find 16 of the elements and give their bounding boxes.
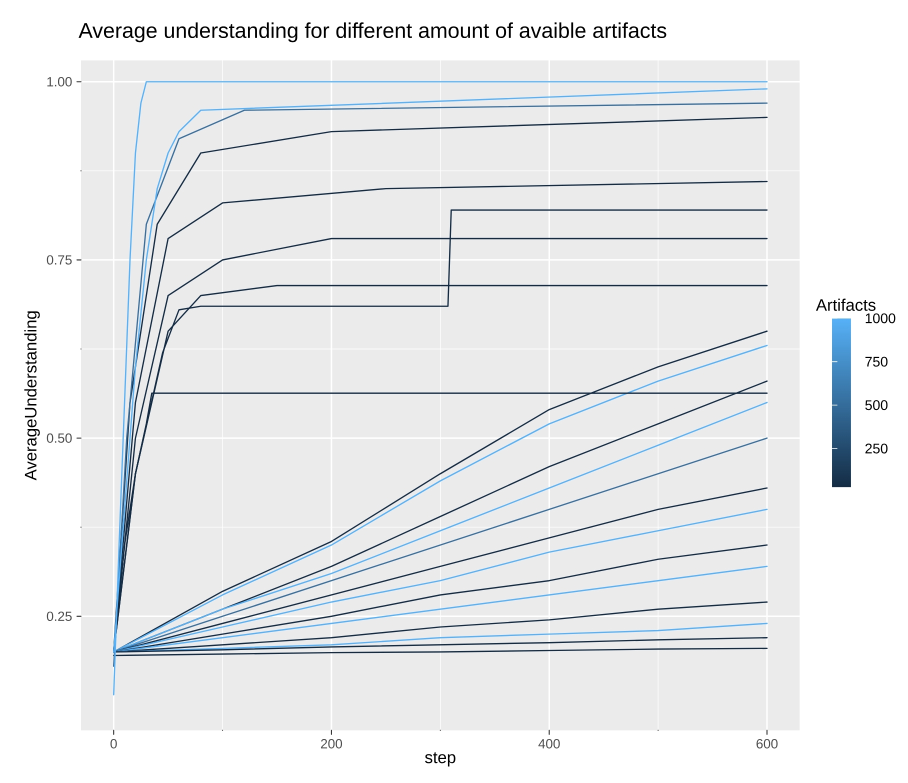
y-tick-label: 0.75 (46, 255, 72, 265)
color-bar-label: 750 (865, 356, 888, 367)
x-tick-label: 600 (756, 739, 778, 748)
color-bar-label: 250 (865, 444, 888, 454)
x-tick-label: 400 (538, 739, 560, 748)
y-tick-label: 0.25 (46, 612, 72, 622)
chart-title: Average understanding for different amount of avaible artifacts (78, 22, 666, 42)
color-bar-label: 1000 (866, 313, 896, 324)
x-tick-label: 200 (320, 739, 342, 748)
x-axis-title: step (425, 752, 456, 767)
y-axis-title: AverageUnderstanding (24, 311, 40, 480)
y-tick-label: 1.00 (47, 77, 72, 86)
color-bar-label: 500 (865, 400, 888, 410)
y-tick-label: 0.50 (46, 433, 72, 443)
x-tick-label: 0 (110, 739, 117, 748)
color-bar-title: Artifacts (816, 298, 876, 311)
